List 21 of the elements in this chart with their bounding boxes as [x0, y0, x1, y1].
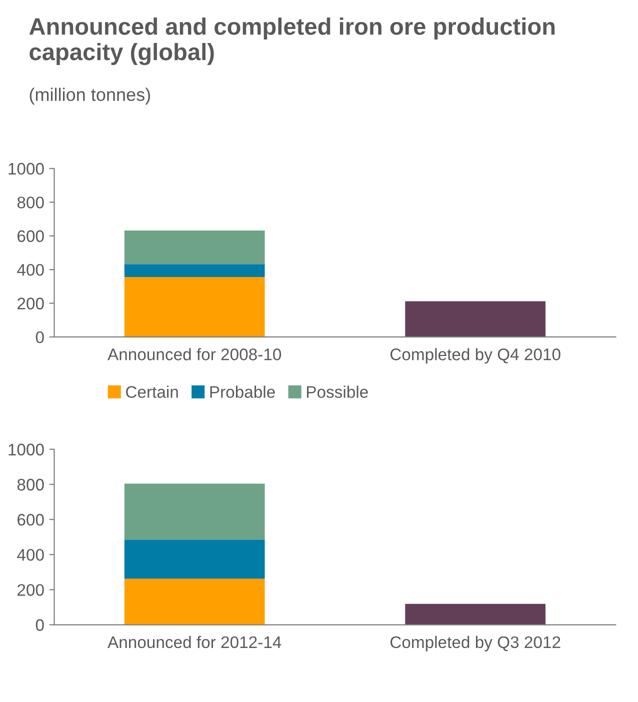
- y-tick-label: 800: [17, 196, 44, 208]
- x-tick-label: Announced for 2008-10: [108, 348, 282, 360]
- y-tick-label: 800: [17, 478, 44, 491]
- y-tick-label: 1000: [8, 162, 44, 175]
- y-tick-label: 200: [18, 584, 44, 596]
- x-tick-label: Completed by Q4 2010: [390, 348, 560, 364]
- y-tick-label: 400: [17, 548, 44, 561]
- y-tick-label: 600: [18, 514, 44, 526]
- y-tick-label: 400: [17, 264, 44, 276]
- legend-label: Possible: [307, 386, 368, 398]
- y-tick-label: 600: [18, 230, 44, 242]
- legend-label: Probable: [210, 386, 275, 398]
- y-tick-label: 200: [18, 298, 44, 310]
- y-tick-label: 1000: [8, 444, 44, 456]
- chart-subtitle: (million tonnes): [30, 88, 150, 105]
- chart-title: Announced and completed iron ore production capacity (global): [29, 18, 555, 66]
- x-tick-label: Completed by Q3 2012: [390, 636, 560, 652]
- y-tick-label: 0: [36, 331, 44, 344]
- x-tick-label: Announced for 2012-14: [108, 636, 282, 648]
- legend-label: Certain: [126, 386, 178, 398]
- y-tick-label: 0: [36, 619, 44, 631]
